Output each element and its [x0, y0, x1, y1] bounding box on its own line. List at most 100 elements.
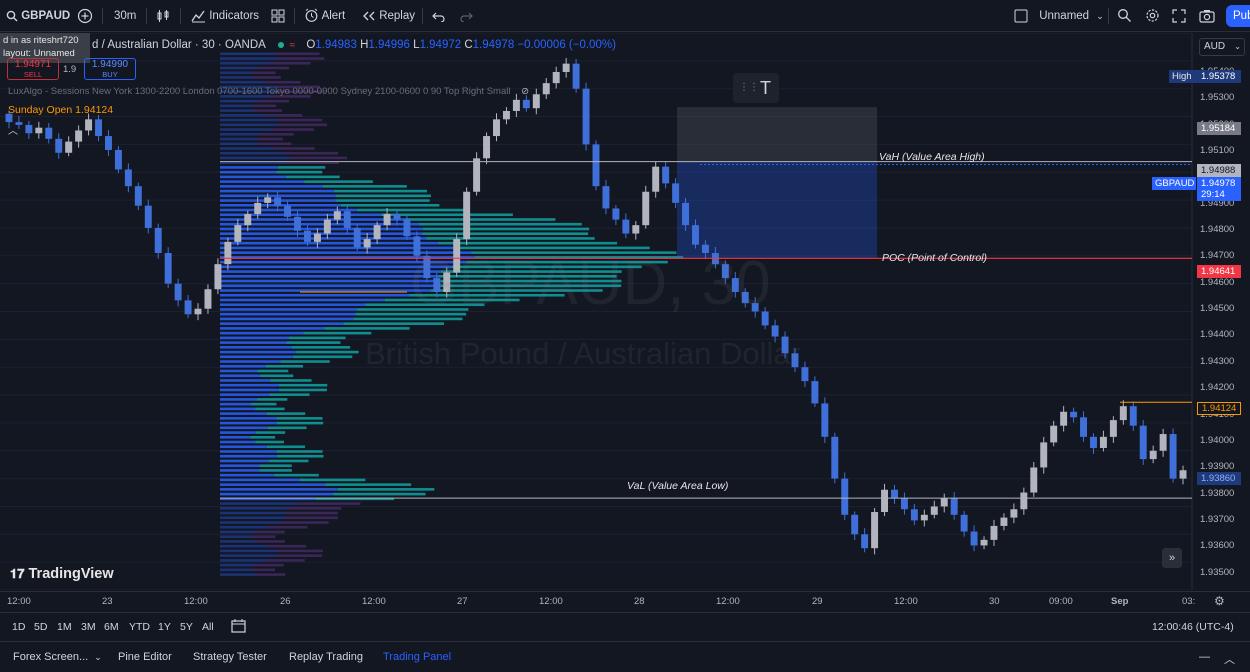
- range-all[interactable]: All: [202, 621, 214, 633]
- publish-button[interactable]: Pub: [1226, 5, 1250, 27]
- clock-timezone[interactable]: 12:00:46 (UTC-4): [1152, 621, 1234, 633]
- symbol-search-button[interactable]: GBPAUD: [6, 0, 70, 32]
- volume-profile-row: [220, 189, 334, 193]
- axis-settings-gear-icon[interactable]: ⚙: [1214, 594, 1225, 608]
- volume-profile-row: [257, 398, 288, 401]
- volume-profile-row: [220, 52, 275, 56]
- volume-profile-row: [440, 284, 622, 288]
- interval-button[interactable]: 30m: [114, 10, 137, 22]
- indicator-legend[interactable]: LuxAlgo - Sessions New York 1300-2200 Lo…: [8, 86, 529, 97]
- legend-title: d / Australian Dollar · 30 · OANDA: [92, 39, 266, 51]
- chart-area[interactable]: VaH (Value Area High) POC (Point of Cont…: [0, 33, 1250, 590]
- replay-button[interactable]: Replay: [362, 0, 415, 32]
- tab-strategy-tester[interactable]: Strategy Tester: [193, 651, 267, 663]
- volume-profile-row: [277, 57, 325, 60]
- candle-body: [493, 119, 500, 137]
- candle-body: [393, 214, 401, 220]
- candle-body: [313, 233, 321, 242]
- volume-profile-row: [265, 364, 304, 368]
- range-1m[interactable]: 1M: [57, 621, 72, 633]
- templates-button[interactable]: [271, 0, 285, 32]
- eye-hidden-icon[interactable]: ⊘: [521, 86, 530, 97]
- volume-profile-row: [220, 156, 290, 160]
- currency-selector[interactable]: AUD ⌄: [1199, 38, 1245, 56]
- volume-profile-row: [440, 270, 622, 273]
- volume-profile-row: [426, 237, 595, 240]
- volume-profile-row: [284, 151, 338, 155]
- volume-profile-row: [289, 336, 346, 340]
- minimize-panel-icon[interactable]: —: [1199, 651, 1210, 663]
- drag-handle-icon[interactable]: ⋮⋮: [739, 82, 759, 93]
- candle-body: [1020, 492, 1028, 510]
- indicators-button[interactable]: Indicators: [191, 0, 259, 32]
- compare-symbol-button[interactable]: [77, 0, 93, 32]
- text-tool-icon[interactable]: T: [760, 78, 771, 98]
- volume-profile-row: [220, 275, 439, 278]
- time-label: 30: [989, 596, 1000, 607]
- watermark-symbol: GBPAUD, 30: [410, 249, 771, 318]
- candle-body: [1119, 406, 1127, 421]
- collapse-legend-chevron-up-icon[interactable]: ︿: [8, 126, 18, 137]
- volume-profile-row: [220, 90, 278, 93]
- settings-button[interactable]: [1145, 0, 1160, 32]
- volume-profile-row: [220, 256, 475, 259]
- candle-body: [1080, 417, 1088, 437]
- range-ytd[interactable]: YTD: [129, 621, 150, 633]
- volume-profile-row: [220, 383, 280, 387]
- quick-search-button[interactable]: [1117, 0, 1132, 32]
- candle-body: [55, 138, 63, 153]
- tab-trading-panel[interactable]: Trading Panel: [383, 651, 452, 663]
- tab-forex-screener[interactable]: Forex Screen... ⌄: [13, 651, 102, 663]
- volume-profile-row: [220, 151, 285, 155]
- date-range-calendar-icon[interactable]: [231, 618, 246, 636]
- scroll-to-realtime-button[interactable]: »: [1162, 548, 1182, 568]
- candle-body: [960, 514, 968, 532]
- layout-selector[interactable]: Unnamed ⌄: [1014, 0, 1104, 32]
- screenshot-button[interactable]: [1199, 0, 1215, 32]
- candle-body: [194, 308, 202, 315]
- redo-button[interactable]: [460, 0, 473, 32]
- maximize-panel-chevron-up-icon[interactable]: ︿: [1224, 654, 1235, 666]
- zoom-search-icon: [1118, 9, 1131, 23]
- candle-body: [433, 278, 441, 293]
- chart-type-button[interactable]: [156, 0, 170, 32]
- range-1d[interactable]: 1D: [12, 621, 26, 633]
- volume-profile-row: [271, 128, 314, 131]
- volume-profile-row: [220, 180, 305, 183]
- session-box-top: [677, 107, 877, 162]
- bottom-panel-tabs: Forex Screen... ⌄ Pine Editor Strategy Te…: [0, 641, 1250, 672]
- sell-button[interactable]: 1.94971 SELL: [7, 58, 59, 80]
- time-axis[interactable]: 12:00 23 12:00 26 12:00 27 12:00 28 12:0…: [0, 591, 1250, 611]
- volume-profile-row: [276, 170, 323, 174]
- candle-body: [1179, 470, 1187, 479]
- volume-profile-row: [303, 331, 372, 335]
- volume-profile-row: [280, 360, 330, 363]
- alert-button[interactable]: Alert: [304, 0, 345, 32]
- time-label: 12:00: [184, 596, 208, 607]
- candle-body: [582, 88, 590, 145]
- candle-body: [881, 489, 889, 513]
- candle-body: [821, 403, 829, 437]
- range-5d[interactable]: 5D: [34, 621, 48, 633]
- volume-profile-row: [220, 507, 287, 510]
- fullscreen-icon: [1172, 9, 1186, 23]
- range-6m[interactable]: 6M: [104, 621, 119, 633]
- time-label: 27: [457, 596, 468, 607]
- price-label: 1.94300: [1200, 356, 1235, 367]
- candle-body: [1109, 420, 1117, 437]
- tab-replay-trading[interactable]: Replay Trading: [289, 651, 363, 663]
- volume-profile-row: [220, 393, 270, 396]
- text-tool-floating-toolbar[interactable]: ⋮⋮ T: [733, 73, 779, 103]
- undo-button[interactable]: [432, 0, 445, 32]
- price-chart[interactable]: [0, 33, 1250, 590]
- price-label: 1.93600: [1200, 540, 1235, 551]
- fullscreen-button[interactable]: [1172, 0, 1186, 32]
- candle-body: [781, 336, 789, 354]
- range-3m[interactable]: 3M: [81, 621, 96, 633]
- buy-button[interactable]: 1.94990 BUY: [84, 58, 136, 80]
- volume-profile-row: [220, 308, 357, 311]
- range-5y[interactable]: 5Y: [180, 621, 193, 633]
- candle-body: [373, 225, 381, 240]
- range-1y[interactable]: 1Y: [158, 621, 171, 633]
- tab-pine-editor[interactable]: Pine Editor: [118, 651, 172, 663]
